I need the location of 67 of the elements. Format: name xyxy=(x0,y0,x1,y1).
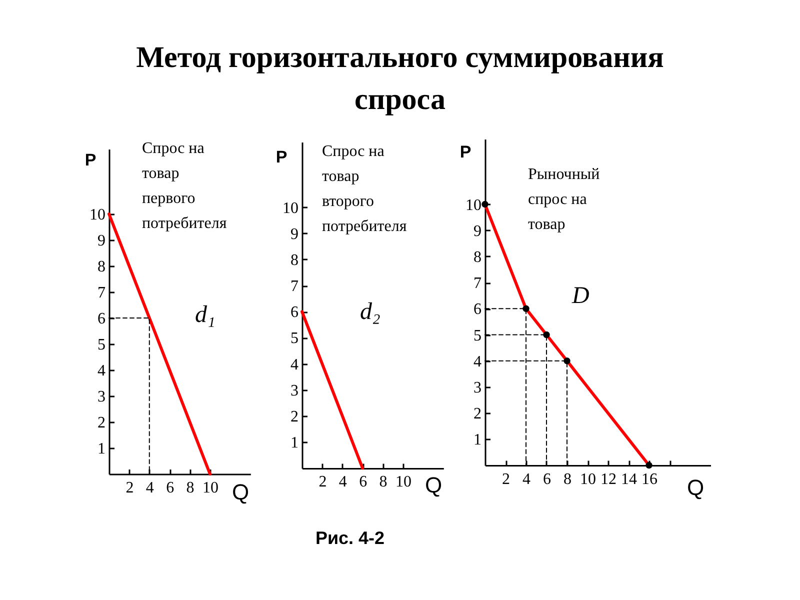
y-tick-label: 3 xyxy=(474,379,482,396)
y-tick-label: 4 xyxy=(474,353,482,370)
y-tick-label: 4 xyxy=(290,356,298,374)
y-axis-title: P xyxy=(276,147,288,166)
y-tick-label: 6 xyxy=(474,300,482,318)
y-tick-label: 5 xyxy=(98,336,106,354)
y-tick-label: 2 xyxy=(474,405,482,422)
x-tick-label: 2 xyxy=(318,473,327,490)
x-tick-label: 6 xyxy=(166,479,174,496)
x-tick-label: 8 xyxy=(564,470,572,488)
x-tick-label: 16 xyxy=(642,470,658,488)
x-tick-label: 10 xyxy=(396,473,412,490)
point xyxy=(482,200,488,208)
y-tick-label: 4 xyxy=(98,362,106,380)
y-tick-label: 10 xyxy=(282,200,299,217)
x-tick-label: 2 xyxy=(502,470,510,488)
y-tick-label: 7 xyxy=(98,284,106,302)
x-tick-label: 8 xyxy=(186,479,194,496)
x-axis-title: Q xyxy=(424,472,442,498)
y-tick-label: 9 xyxy=(474,222,482,240)
y-tick-label: 8 xyxy=(290,252,298,269)
series-label: d₁ xyxy=(194,302,216,328)
x-axis-title: Q xyxy=(686,474,704,500)
y-tick-label: 10 xyxy=(466,196,482,214)
x-tick-label: 4 xyxy=(338,473,347,490)
x-tick-label: 8 xyxy=(379,473,388,490)
x-tick-label: 10 xyxy=(202,479,218,496)
text: d₂ xyxy=(360,298,380,325)
x-tick-label: 6 xyxy=(543,470,551,488)
annotation: Спрос на товар первого потребителя xyxy=(142,140,228,232)
y-tick-label: 5 xyxy=(474,327,482,344)
x-tick-label: 4 xyxy=(522,470,530,488)
y-tick-label: 8 xyxy=(98,258,106,276)
y-tick-label: 1 xyxy=(290,434,298,452)
y-axis-title: P xyxy=(460,142,472,162)
y-tick-label: 9 xyxy=(290,226,298,243)
y-tick-label: 3 xyxy=(98,388,106,406)
y-tick-label: 1 xyxy=(98,440,106,458)
y-tick-label: 1 xyxy=(474,431,482,448)
y-axis-title: P xyxy=(84,150,96,170)
x-tick-label: 10 xyxy=(580,470,596,488)
y-tick-label: 5 xyxy=(290,330,298,347)
y-tick-label: 10 xyxy=(90,206,106,224)
text: Рис. 4-2 xyxy=(315,528,385,548)
point xyxy=(646,462,652,468)
x-tick-label: 12 xyxy=(600,470,616,488)
point xyxy=(564,357,570,364)
annotation: Рыночный спрос на товар xyxy=(528,166,600,233)
y-tick-label: 3 xyxy=(290,382,298,400)
y-tick-label: 8 xyxy=(474,248,482,266)
y-tick-label: 2 xyxy=(98,414,106,432)
y-tick-label: 6 xyxy=(290,304,298,321)
x-tick-label: 6 xyxy=(359,473,368,490)
x-axis-title: Q xyxy=(232,479,250,504)
point xyxy=(522,305,530,312)
x-tick-label: 14 xyxy=(621,470,637,488)
y-tick-label: 2 xyxy=(290,408,298,426)
series-label: D xyxy=(571,282,590,309)
y-tick-label: 6 xyxy=(98,310,106,328)
point xyxy=(543,331,550,338)
x-tick-label: 4 xyxy=(146,479,154,496)
y-tick-label: 7 xyxy=(474,274,482,292)
y-tick-label: 7 xyxy=(290,278,298,295)
text: Метод горизонтального суммирования спроса xyxy=(135,40,665,118)
x-tick-label: 2 xyxy=(126,479,134,496)
annotation: Спрос на товар второго потребителя xyxy=(322,142,408,235)
y-tick-label: 9 xyxy=(98,232,106,250)
